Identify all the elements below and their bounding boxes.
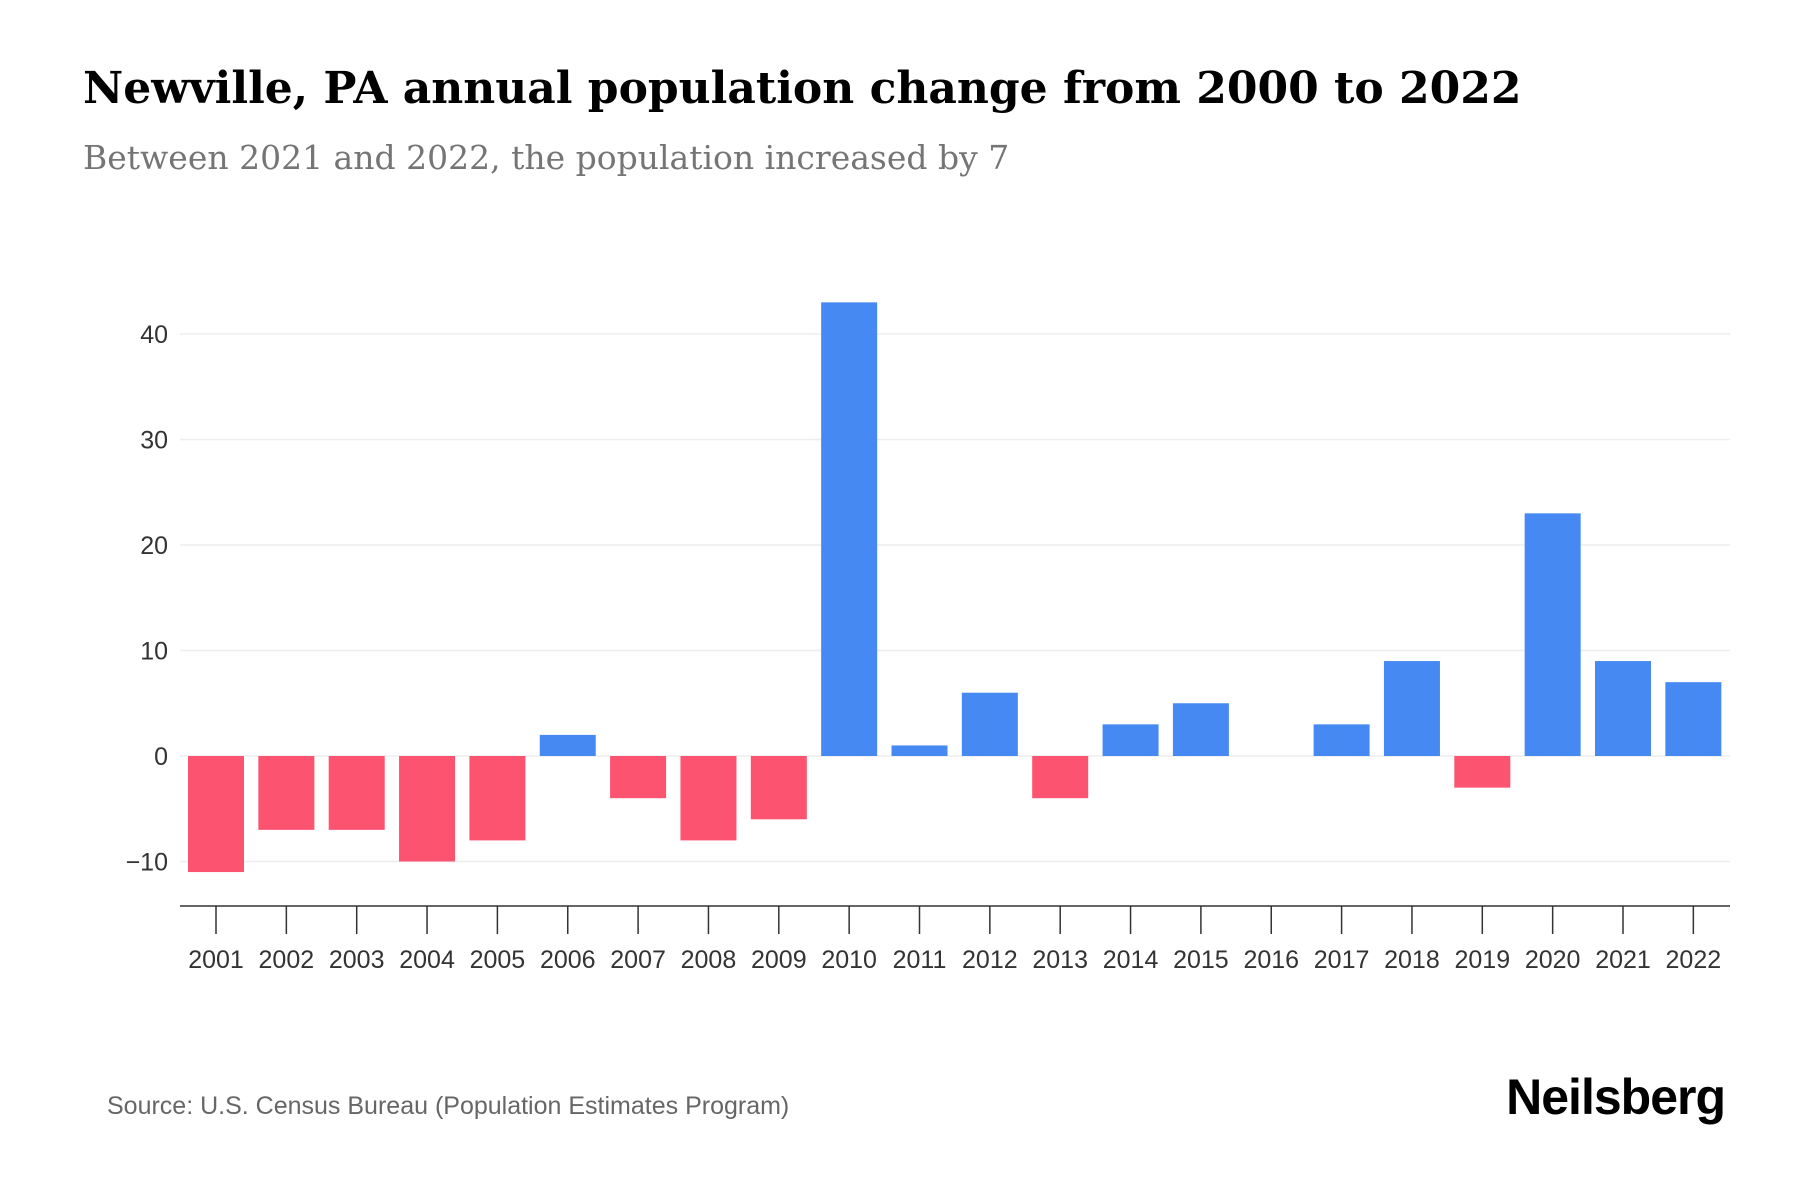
x-tick-label: 2020 xyxy=(1525,946,1581,974)
bar-2011 xyxy=(891,745,948,756)
chart-subtitle: Between 2021 and 2022, the population in… xyxy=(83,138,1010,177)
bar-2018 xyxy=(1383,661,1440,756)
bar-2009 xyxy=(750,756,807,820)
bar-2008 xyxy=(680,756,737,841)
y-tick-label: 20 xyxy=(140,532,168,560)
x-tick-label: 2007 xyxy=(610,946,666,974)
y-tick-label: 0 xyxy=(154,743,168,771)
x-tick-label: 2019 xyxy=(1454,946,1510,974)
x-tick-label: 2022 xyxy=(1666,946,1722,974)
bar-2020 xyxy=(1524,513,1581,756)
bar-2006 xyxy=(539,734,596,756)
bar-2015 xyxy=(1172,703,1229,756)
bar-2017 xyxy=(1313,724,1370,756)
bar-2005 xyxy=(469,756,526,841)
x-tick-label: 2017 xyxy=(1314,946,1370,974)
bar-2007 xyxy=(610,756,667,799)
x-tick-label: 2008 xyxy=(681,946,737,974)
x-tick-label: 2014 xyxy=(1103,946,1159,974)
x-tick-label: 2006 xyxy=(540,946,596,974)
y-tick-label: 10 xyxy=(140,638,168,666)
x-tick-label: 2015 xyxy=(1173,946,1229,974)
bar-2019 xyxy=(1454,756,1511,788)
x-tick-label: 2005 xyxy=(470,946,526,974)
x-tick-label: 2013 xyxy=(1032,946,1088,974)
bar-2003 xyxy=(328,756,385,830)
x-tick-label: 2021 xyxy=(1595,946,1651,974)
bar-2014 xyxy=(1102,724,1159,756)
brand-logo: Neilsberg xyxy=(1506,1069,1726,1125)
y-tick-label: 40 xyxy=(140,321,168,349)
x-tick-label: 2010 xyxy=(821,946,877,974)
x-tick-label: 2011 xyxy=(893,946,947,974)
x-tick-label: 2012 xyxy=(962,946,1018,974)
bar-2010 xyxy=(821,302,878,756)
bar-2004 xyxy=(399,756,456,862)
x-tick-label: 2018 xyxy=(1384,946,1440,974)
x-axis: 2001 2002 2003 2004 2005 2006 2007 2008 2009 2010… xyxy=(180,905,1730,974)
bar-2013 xyxy=(1032,756,1089,799)
x-tick-label: 2003 xyxy=(329,946,385,974)
y-axis-tick-labels: −10 0 10 20 30 40 xyxy=(126,321,168,877)
y-tick-label: 30 xyxy=(140,427,168,455)
source-note: Source: U.S. Census Bureau (Population E… xyxy=(107,1092,790,1120)
x-tick-label: 2009 xyxy=(751,946,807,974)
x-tick-label: 2016 xyxy=(1243,946,1299,974)
y-tick-label: −10 xyxy=(126,849,168,877)
x-tick-label: 2004 xyxy=(399,946,455,974)
x-tick-label: 2002 xyxy=(259,946,315,974)
bar-2002 xyxy=(258,756,315,830)
bar-2012 xyxy=(961,692,1018,756)
bar-2001 xyxy=(188,756,244,873)
x-tick-label: 2001 xyxy=(188,946,244,974)
bar-2021 xyxy=(1595,661,1651,756)
bars xyxy=(188,302,1722,873)
chart-title: Newville, PA annual population change fr… xyxy=(83,63,1522,114)
bar-2022 xyxy=(1665,682,1722,756)
